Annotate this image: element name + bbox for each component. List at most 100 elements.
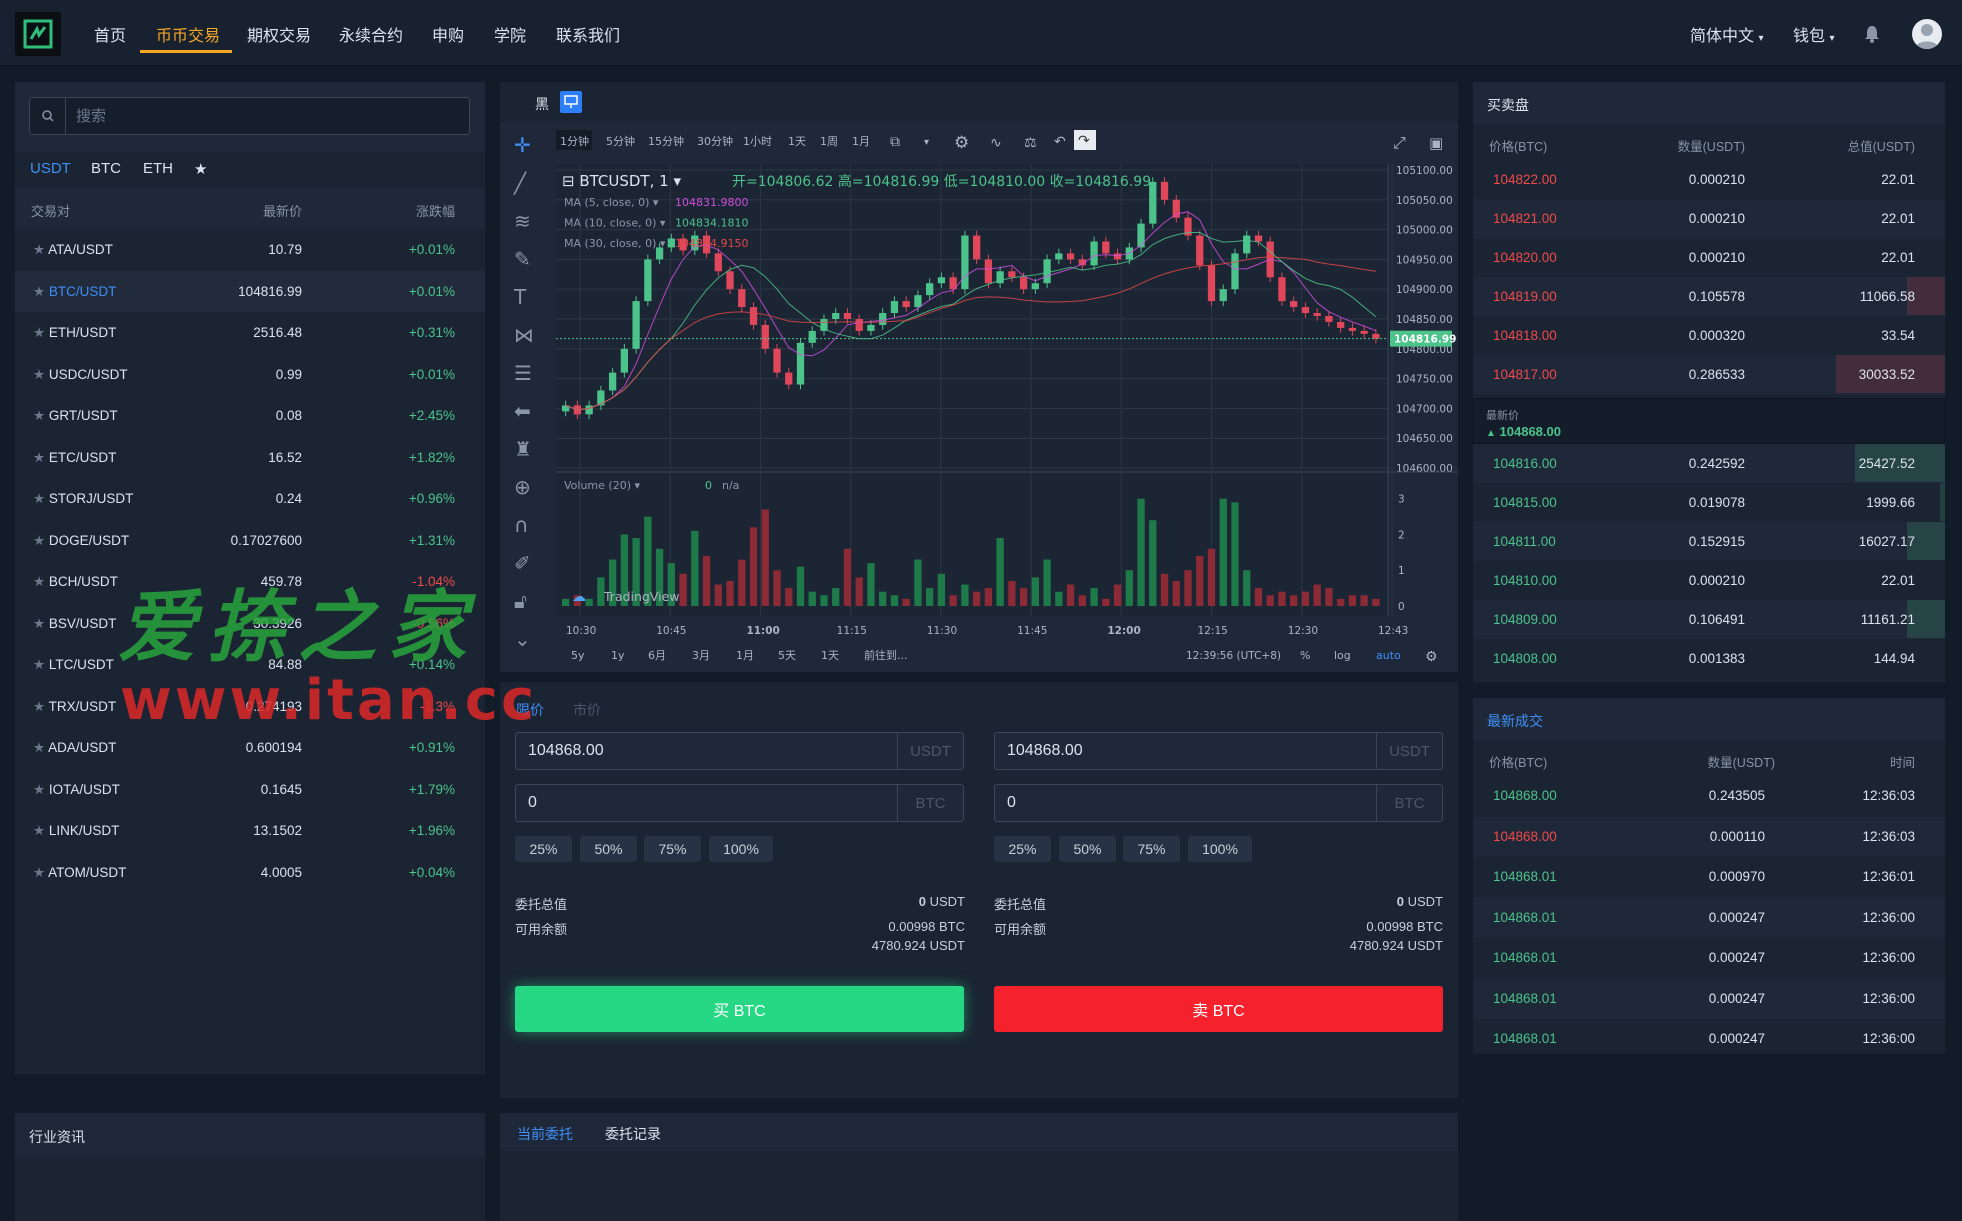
fullscreen-icon[interactable]: ⤢ — [1393, 135, 1406, 152]
nav-home[interactable]: 首页 — [94, 28, 127, 45]
market-row[interactable]: ★ ETH/USDT 2516.48 +0.31% — [15, 312, 485, 353]
chart-symbol[interactable]: ⊟ BTCUSDT, 1 ▾ — [562, 172, 681, 190]
language-selector[interactable]: 简体中文 ▾ — [1690, 22, 1764, 46]
star-icon[interactable]: ★ — [33, 657, 49, 672]
settings-icon[interactable]: ⚙ — [1425, 648, 1438, 664]
logo[interactable] — [15, 12, 61, 56]
market-row[interactable]: ★ GRT/USDT 0.08 +2.45% — [15, 395, 485, 436]
star-icon[interactable]: ★ — [33, 408, 49, 423]
nav-subscribe[interactable]: 申购 — [432, 28, 465, 45]
buy-pct-25[interactable]: 25% — [515, 836, 572, 862]
magnet-icon[interactable]: ∩ — [514, 513, 529, 537]
tab-order-history[interactable]: 委托记录 — [605, 1126, 661, 1142]
star-icon[interactable]: ★ — [33, 283, 49, 299]
market-row[interactable]: ★ TRX/USDT 0.274193 -1.3% — [15, 686, 485, 727]
market-row[interactable]: ★ BSV/USDT 30.3926 -0.56% — [15, 603, 485, 644]
back-arrow-icon[interactable]: ⬅ — [514, 399, 531, 423]
buy-pct-50[interactable]: 50% — [580, 836, 637, 862]
price-chart[interactable]: 1分钟 5分钟 15分钟 30分钟 1小时 1天 1周 1月 ⧉ ▾ ⚙ ∿ ⚖ ↶ ↷ ⤢ ▣ ✛ ╱ ≋ ✎ T ⋈ ☰ ⬅… — [500, 82, 1458, 672]
scale-option[interactable]: auto — [1376, 649, 1401, 662]
tab-limit-order[interactable]: 限价 — [516, 702, 544, 718]
market-row[interactable]: ★ LINK/USDT 13.1502 +1.96% — [15, 810, 485, 851]
sell-price-input[interactable] — [1007, 742, 1367, 760]
market-tab-usdt[interactable]: USDT — [30, 160, 71, 177]
star-icon[interactable]: ★ — [33, 491, 49, 506]
sell-pct-50[interactable]: 50% — [1059, 836, 1116, 862]
measure-icon[interactable]: ☰ — [514, 361, 532, 385]
search-input[interactable] — [76, 106, 456, 126]
market-row[interactable]: ★ ATOM/USDT 4.0005 +0.04% — [15, 852, 485, 893]
market-row[interactable]: ★ USDC/USDT 0.99 +0.01% — [15, 354, 485, 395]
star-icon[interactable]: ★ — [33, 242, 49, 257]
market-row[interactable]: ★ IOTA/USDT 0.1645 +1.79% — [15, 769, 485, 810]
indicators-icon[interactable]: ∿ — [990, 134, 1002, 150]
sell-price-field[interactable]: USDT — [994, 732, 1443, 770]
market-row[interactable]: ★ BCH/USDT 459.78 -1.04% — [15, 561, 485, 602]
market-row[interactable]: ★ DOGE/USDT 0.17027600 +1.31% — [15, 520, 485, 561]
tradingview-brand[interactable]: TradingView — [603, 589, 680, 604]
ask-row[interactable]: 104819.00 0.105578 11066.58 — [1473, 277, 1945, 316]
market-tab-btc[interactable]: BTC — [91, 160, 121, 177]
sell-pct-25[interactable]: 25% — [994, 836, 1051, 862]
ma-legend-label[interactable]: MA (30, close, 0) ▾ — [564, 237, 666, 250]
candle-type-icon[interactable]: ⧉ — [890, 133, 900, 149]
lock-drawing-icon[interactable]: ✐ — [514, 551, 531, 575]
interval-option[interactable]: 1小时 — [743, 135, 772, 148]
undo-icon[interactable]: ↶ — [1054, 133, 1066, 149]
nav-spot-trading[interactable]: 币币交易 — [156, 28, 221, 45]
interval-option[interactable]: 30分钟 — [697, 134, 733, 148]
search-box[interactable] — [29, 97, 470, 135]
market-row[interactable]: ★ ATA/USDT 10.79 +0.01% — [15, 229, 485, 270]
star-icon[interactable]: ★ — [33, 781, 49, 797]
wallet-menu[interactable]: 钱包 ▾ — [1793, 22, 1835, 46]
buy-pct-100[interactable]: 100% — [709, 836, 773, 862]
redo-button[interactable] — [1074, 130, 1096, 150]
crosshair-icon[interactable]: ✛ — [514, 133, 531, 157]
interval-option[interactable]: 1天 — [788, 135, 806, 148]
theme-toggle-light[interactable] — [560, 91, 582, 113]
range-option[interactable]: 3月 — [692, 649, 710, 662]
ask-row[interactable]: 104820.00 0.000210 22.01 — [1473, 238, 1945, 277]
range-option[interactable]: 5天 — [778, 649, 796, 662]
long-position-icon[interactable]: ♜ — [514, 437, 532, 461]
nav-contact[interactable]: 联系我们 — [556, 28, 621, 45]
camera-icon[interactable]: ▣ — [1429, 135, 1443, 152]
scale-option[interactable]: % — [1300, 649, 1310, 662]
scale-option[interactable]: log — [1334, 649, 1351, 662]
interval-option[interactable]: 1周 — [820, 135, 838, 148]
star-icon[interactable]: ★ — [33, 532, 49, 548]
fib-icon[interactable]: ≋ — [514, 209, 531, 233]
range-option[interactable]: 前往到... — [864, 648, 908, 662]
market-tab-eth[interactable]: ETH — [143, 160, 173, 177]
sell-button[interactable]: 卖 BTC — [994, 986, 1443, 1032]
volume-legend-label[interactable]: Volume (20) ▾ — [564, 479, 640, 492]
star-icon[interactable]: ★ — [33, 574, 49, 589]
interval-option[interactable]: 1月 — [852, 135, 870, 148]
star-icon[interactable]: ★ — [33, 823, 49, 838]
brush-icon[interactable]: ✎ — [514, 247, 531, 271]
sell-amount-field[interactable]: BTC — [994, 784, 1443, 822]
chevron-down-icon[interactable]: ⌄ — [514, 627, 531, 651]
interval-option[interactable]: 1分钟 — [560, 134, 589, 148]
interval-option[interactable]: 15分钟 — [648, 134, 684, 148]
sell-pct-100[interactable]: 100% — [1188, 836, 1252, 862]
buy-price-field[interactable]: USDT — [515, 732, 964, 770]
avatar[interactable] — [1912, 19, 1942, 49]
lock-icon[interactable]: 🔓︎ — [514, 589, 527, 613]
nav-academy[interactable]: 学院 — [494, 28, 527, 45]
tab-current-orders[interactable]: 当前委托 — [517, 1126, 573, 1142]
star-icon[interactable]: ★ — [33, 740, 49, 755]
bid-row[interactable]: 104811.00 0.152915 16027.17 — [1473, 522, 1945, 561]
buy-amount-input[interactable] — [528, 794, 888, 812]
interval-option[interactable]: 5分钟 — [606, 134, 635, 148]
star-icon[interactable]: ★ — [33, 449, 49, 465]
market-row[interactable]: ★ STORJ/USDT 0.24 +0.96% — [15, 478, 485, 519]
star-icon[interactable]: ★ — [33, 864, 49, 880]
market-row[interactable]: ★ LTC/USDT 84.88 +0.14% — [15, 644, 485, 685]
bell-icon[interactable] — [1864, 25, 1880, 47]
ask-row[interactable]: 104817.00 0.286533 30033.52 — [1473, 355, 1945, 394]
bid-row[interactable]: 104815.00 0.019078 1999.66 — [1473, 483, 1945, 522]
sell-pct-75[interactable]: 75% — [1123, 836, 1180, 862]
compare-icon[interactable]: ⚖ — [1024, 134, 1037, 150]
ask-row[interactable]: 104822.00 0.000210 22.01 — [1473, 160, 1945, 199]
